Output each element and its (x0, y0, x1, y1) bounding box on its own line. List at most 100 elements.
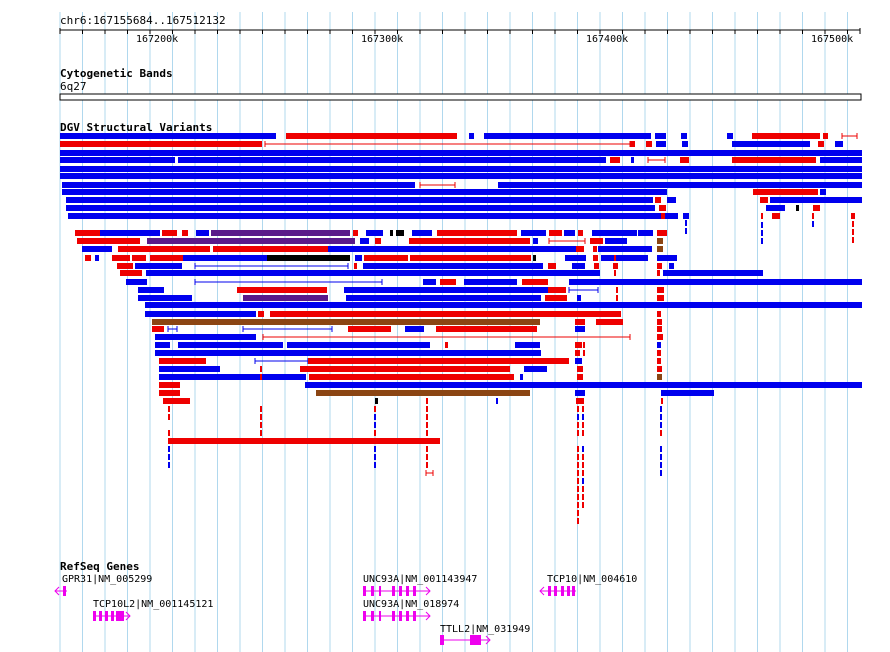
variant-bar[interactable] (657, 326, 662, 332)
variant-bar[interactable] (178, 342, 283, 348)
gene-label[interactable]: GPR31|NM_005299 (62, 574, 153, 585)
variant-bar[interactable] (522, 279, 548, 285)
variant-bar[interactable] (147, 238, 355, 244)
variant-mark[interactable] (812, 213, 814, 219)
variant-mark[interactable] (660, 430, 662, 436)
variant-bar[interactable] (196, 230, 209, 236)
variant-bar[interactable] (657, 366, 662, 372)
variant-bar[interactable] (159, 374, 306, 380)
gene-label[interactable]: TTLL2|NM_031949 (440, 624, 531, 635)
variant-bar[interactable] (60, 173, 862, 179)
variant-bar[interactable] (353, 246, 576, 252)
variant-bar[interactable] (60, 141, 262, 147)
variant-mark[interactable] (577, 486, 579, 492)
variant-bar[interactable] (132, 255, 146, 261)
variant-bar[interactable] (145, 302, 862, 308)
variant-bar[interactable] (168, 438, 440, 444)
variant-bar[interactable] (286, 133, 457, 139)
variant-mark[interactable] (582, 454, 584, 460)
variant-bar[interactable] (520, 374, 523, 380)
variant-bar[interactable] (95, 255, 99, 261)
variant-bar[interactable] (616, 295, 618, 301)
dgv-track-title[interactable]: DGV Structural Variants (60, 121, 213, 134)
variant-bar[interactable] (211, 230, 350, 236)
variant-bar[interactable] (344, 287, 548, 293)
variant-bar[interactable] (575, 350, 580, 356)
variant-bar[interactable] (163, 398, 190, 404)
variant-bar[interactable] (524, 366, 547, 372)
variant-bar[interactable] (577, 374, 583, 380)
variant-mark[interactable] (168, 446, 170, 452)
variant-bar[interactable] (60, 150, 862, 156)
variant-bar[interactable] (575, 390, 585, 396)
variant-bar[interactable] (155, 350, 541, 356)
variant-mark[interactable] (852, 237, 854, 243)
variant-bar[interactable] (152, 319, 540, 325)
variant-bar[interactable] (616, 287, 618, 293)
variant-bar[interactable] (82, 246, 112, 252)
variant-bar[interactable] (548, 263, 556, 269)
variant-mark[interactable] (374, 414, 376, 420)
variant-bar[interactable] (820, 189, 826, 195)
variant-bar[interactable] (159, 366, 220, 372)
variant-bar[interactable] (390, 230, 393, 236)
variant-bar[interactable] (575, 319, 585, 325)
variant-mark[interactable] (577, 470, 579, 476)
variant-bar[interactable] (533, 255, 536, 261)
variant-bar[interactable] (598, 246, 652, 252)
variant-bar[interactable] (360, 238, 369, 244)
variant-mark[interactable] (582, 470, 584, 476)
variant-mark[interactable] (582, 430, 584, 436)
variant-mark[interactable] (660, 454, 662, 460)
variant-bar[interactable] (178, 157, 606, 163)
variant-bar[interactable] (657, 295, 664, 301)
variant-bar[interactable] (521, 230, 546, 236)
variant-bar[interactable] (851, 213, 855, 219)
variant-bar[interactable] (661, 213, 665, 219)
variant-bar[interactable] (159, 358, 206, 364)
variant-mark[interactable] (582, 502, 584, 508)
variant-bar[interactable] (545, 295, 567, 301)
variant-bar[interactable] (243, 295, 328, 301)
variant-bar[interactable] (138, 295, 192, 301)
variant-bar[interactable] (85, 255, 91, 261)
variant-mark[interactable] (260, 414, 262, 420)
variant-bar[interactable] (657, 238, 663, 244)
variant-bar[interactable] (437, 230, 517, 236)
variant-bar[interactable] (592, 230, 637, 236)
variant-bar[interactable] (515, 342, 540, 348)
variant-bar[interactable] (423, 279, 436, 285)
variant-bar[interactable] (663, 270, 763, 276)
variant-bar[interactable] (732, 157, 816, 163)
variant-bar[interactable] (533, 238, 538, 244)
variant-bar[interactable] (753, 189, 818, 195)
variant-bar[interactable] (657, 230, 667, 236)
variant-mark[interactable] (582, 414, 584, 420)
variant-mark[interactable] (582, 478, 584, 484)
variant-mark[interactable] (577, 406, 579, 412)
variant-mark[interactable] (577, 446, 579, 452)
variant-mark[interactable] (583, 350, 585, 356)
variant-bar[interactable] (120, 270, 142, 276)
variant-bar[interactable] (796, 205, 799, 211)
variant-bar[interactable] (578, 230, 583, 236)
variant-mark[interactable] (582, 494, 584, 500)
variant-bar[interactable] (657, 334, 663, 340)
variant-bar[interactable] (594, 263, 599, 269)
variant-bar[interactable] (661, 398, 663, 404)
variant-bar[interactable] (346, 295, 541, 301)
variant-bar[interactable] (410, 255, 531, 261)
variant-bar[interactable] (630, 141, 635, 147)
variant-bar[interactable] (682, 141, 688, 147)
variant-bar[interactable] (498, 182, 862, 188)
variant-bar[interactable] (646, 141, 652, 147)
variant-mark[interactable] (660, 406, 662, 412)
variant-mark[interactable] (374, 422, 376, 428)
variant-bar[interactable] (549, 230, 562, 236)
variant-mark[interactable] (582, 486, 584, 492)
variant-bar[interactable] (601, 255, 648, 261)
variant-bar[interactable] (657, 270, 660, 276)
variant-mark[interactable] (685, 220, 687, 226)
variant-bar[interactable] (613, 263, 618, 269)
variant-bar[interactable] (366, 230, 383, 236)
